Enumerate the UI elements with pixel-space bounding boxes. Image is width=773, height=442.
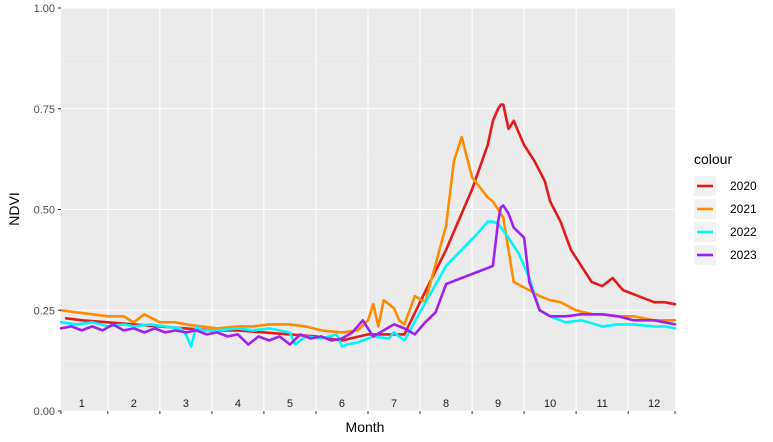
- legend-items: 2020 2021 2022 2023: [694, 176, 757, 265]
- legend-label: 2022: [730, 225, 757, 239]
- legend-label: 2021: [730, 202, 757, 216]
- y-tick-label: 0.75: [34, 104, 55, 116]
- month-label: 4: [235, 398, 241, 410]
- y-tick-label: 0.50: [34, 205, 55, 217]
- month-label: 8: [443, 398, 449, 410]
- y-axis-title: NDVI: [6, 192, 22, 225]
- month-label: 11: [596, 398, 607, 410]
- legend-label: 2023: [730, 248, 757, 262]
- series-line-2021: [59, 135, 677, 334]
- month-label: 5: [287, 398, 293, 410]
- month-label: 7: [391, 398, 397, 410]
- month-labels: 1 2 3 4 5 6 7 8 9 10 11 12: [79, 398, 661, 410]
- y-tick-label: 1.00: [34, 3, 55, 15]
- month-label: 1: [79, 398, 85, 410]
- y-tick-label: 0.00: [34, 406, 55, 418]
- series-line-2023: [59, 204, 677, 346]
- x-axis-ticks: [60, 411, 676, 414]
- series-lines: [59, 103, 677, 348]
- y-axis-ticks: 0.00 0.25 0.50 0.75 1.00: [34, 3, 61, 418]
- legend-title: colour: [694, 151, 732, 167]
- legend-label: 2020: [730, 179, 757, 193]
- month-label: 6: [339, 398, 345, 410]
- month-label: 12: [648, 398, 660, 410]
- month-label: 9: [495, 398, 501, 410]
- y-tick-label: 0.25: [34, 305, 55, 317]
- legend: colour 2020 2021 2022 2023: [694, 151, 757, 265]
- month-label: 10: [544, 398, 556, 410]
- x-axis-title: Month: [346, 419, 385, 435]
- gridlines-x: [107, 8, 629, 411]
- month-label: 3: [183, 398, 189, 410]
- month-label: 2: [131, 398, 137, 410]
